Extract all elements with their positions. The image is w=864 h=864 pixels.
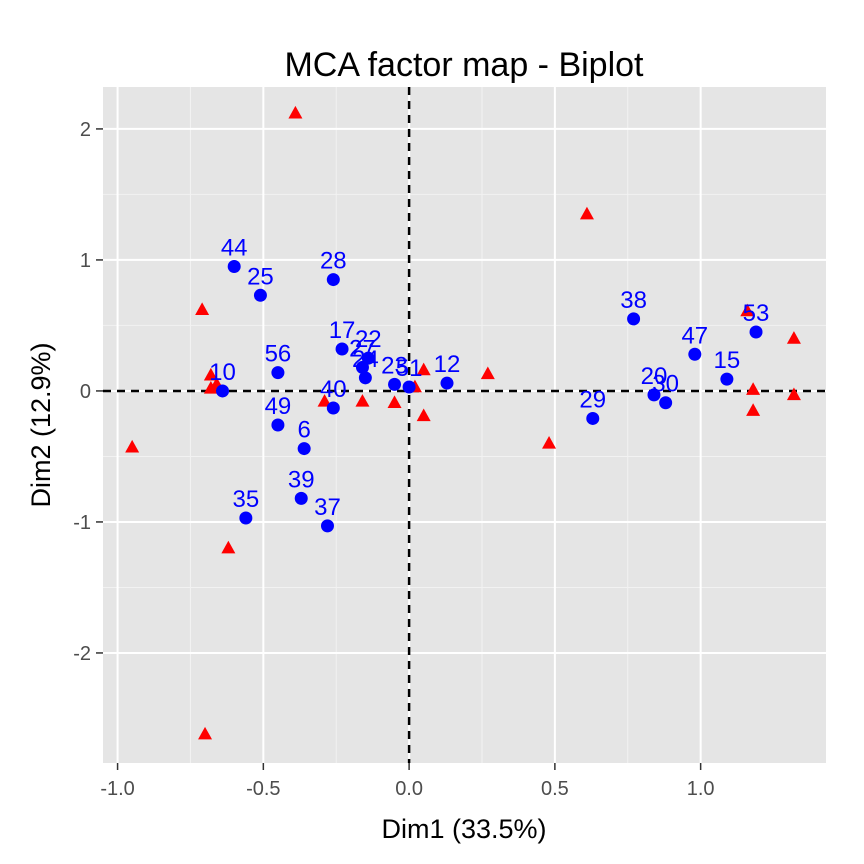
individual-point-label: 10 (209, 359, 236, 386)
variable-triangle-marker (746, 382, 761, 395)
x-axis-ticks: -1.0 -0.5 0.0 0.5 1.0 (100, 763, 715, 800)
individual-point (216, 384, 230, 398)
variable-triangle-marker (317, 394, 332, 407)
variable-triangles (125, 105, 801, 740)
individual-point (647, 388, 661, 402)
individual-point (358, 371, 372, 385)
individual-point-label: 51 (396, 355, 423, 382)
individual-point-label: 38 (620, 287, 647, 314)
individual-point-label: 30 (652, 371, 679, 398)
variable-triangle-marker (125, 439, 140, 453)
individual-point-label: 44 (221, 234, 248, 261)
y-tick-label: 0 (80, 381, 91, 403)
individual-point-label: 23 (381, 352, 408, 379)
x-tick-label: -0.5 (246, 778, 280, 800)
chart-title: MCA factor map - Biplot (284, 46, 644, 84)
individual-point-label: 17 (329, 317, 356, 344)
y-tick-label: -1 (73, 512, 91, 534)
individual-point (388, 377, 402, 391)
individual-point-label: 24 (352, 346, 379, 373)
individual-point (720, 372, 734, 386)
individual-point (355, 360, 369, 374)
individual-point-label: 37 (314, 494, 341, 521)
individual-point (749, 325, 763, 339)
individual-point (402, 380, 416, 394)
individual-point-label: 15 (714, 347, 741, 374)
x-tick-label: 0.5 (541, 778, 569, 800)
individual-point-label: 49 (265, 393, 292, 420)
variable-triangle-marker (203, 380, 218, 394)
individual-point-label: 25 (247, 263, 274, 290)
individual-point (294, 491, 308, 505)
individual-point-label: 35 (232, 486, 259, 513)
individual-point-label: 39 (288, 466, 315, 493)
plot-panel (103, 87, 826, 763)
individual-point (440, 376, 454, 390)
individual-point-label: 47 (681, 322, 708, 349)
individual-point (253, 288, 267, 302)
y-axis-ticks: -2 -1 0 1 2 (73, 119, 103, 665)
individual-point (326, 401, 340, 415)
variable-triangle-marker (786, 387, 801, 401)
individual-point-label: 40 (320, 376, 347, 403)
individual-point-label: 20 (641, 363, 668, 390)
individual-point-label: 29 (579, 386, 606, 413)
y-tick-label: 1 (80, 250, 91, 272)
individual-point-label: 53 (743, 300, 770, 327)
variable-triangle-marker (579, 206, 594, 220)
y-tick-label: 2 (80, 119, 91, 141)
individual-point-label: 22 (355, 326, 382, 353)
variable-triangle-marker (203, 367, 218, 381)
individual-point-label: 56 (265, 341, 292, 368)
individual-point (239, 511, 253, 525)
x-tick-label: 1.0 (687, 778, 715, 800)
individual-point-label: 12 (434, 351, 461, 378)
individual-point-label: 27 (349, 335, 376, 362)
variable-triangle-marker (416, 362, 431, 376)
individual-point (627, 312, 641, 326)
variable-triangle-marker (387, 395, 402, 408)
individual-point (586, 411, 600, 425)
individual-point (297, 442, 311, 456)
individual-point (688, 347, 702, 361)
x-tick-label: 0.0 (395, 778, 423, 800)
individual-point (227, 259, 241, 273)
variable-triangle-marker (288, 105, 303, 119)
y-axis-label: Dim2 (12.9%) (26, 342, 56, 507)
individual-point (326, 273, 340, 287)
individual-point (271, 418, 285, 432)
variable-triangle-marker (480, 366, 495, 380)
individual-point (659, 396, 673, 410)
variable-triangle-marker (746, 403, 761, 416)
individual-points (216, 259, 763, 533)
individual-point-label: 6 (297, 417, 310, 444)
reference-lines (103, 87, 826, 763)
individual-point-label: 28 (320, 248, 347, 275)
y-tick-label: -2 (73, 643, 91, 665)
variable-triangle-marker (221, 540, 236, 554)
individual-point (320, 519, 334, 533)
variable-triangle-marker (740, 303, 755, 317)
individual-point (335, 342, 349, 356)
variable-triangle-marker (195, 302, 210, 315)
variable-triangle-marker (416, 408, 431, 422)
x-axis-label: Dim1 (33.5%) (381, 814, 546, 844)
individual-point (271, 366, 285, 380)
variable-triangle-marker (786, 331, 801, 344)
variable-triangle-marker (198, 726, 213, 740)
minor-gridlines (103, 87, 826, 763)
variable-triangle-marker (355, 394, 370, 407)
x-tick-label: -1.0 (100, 778, 134, 800)
variable-triangle-marker (542, 435, 557, 449)
